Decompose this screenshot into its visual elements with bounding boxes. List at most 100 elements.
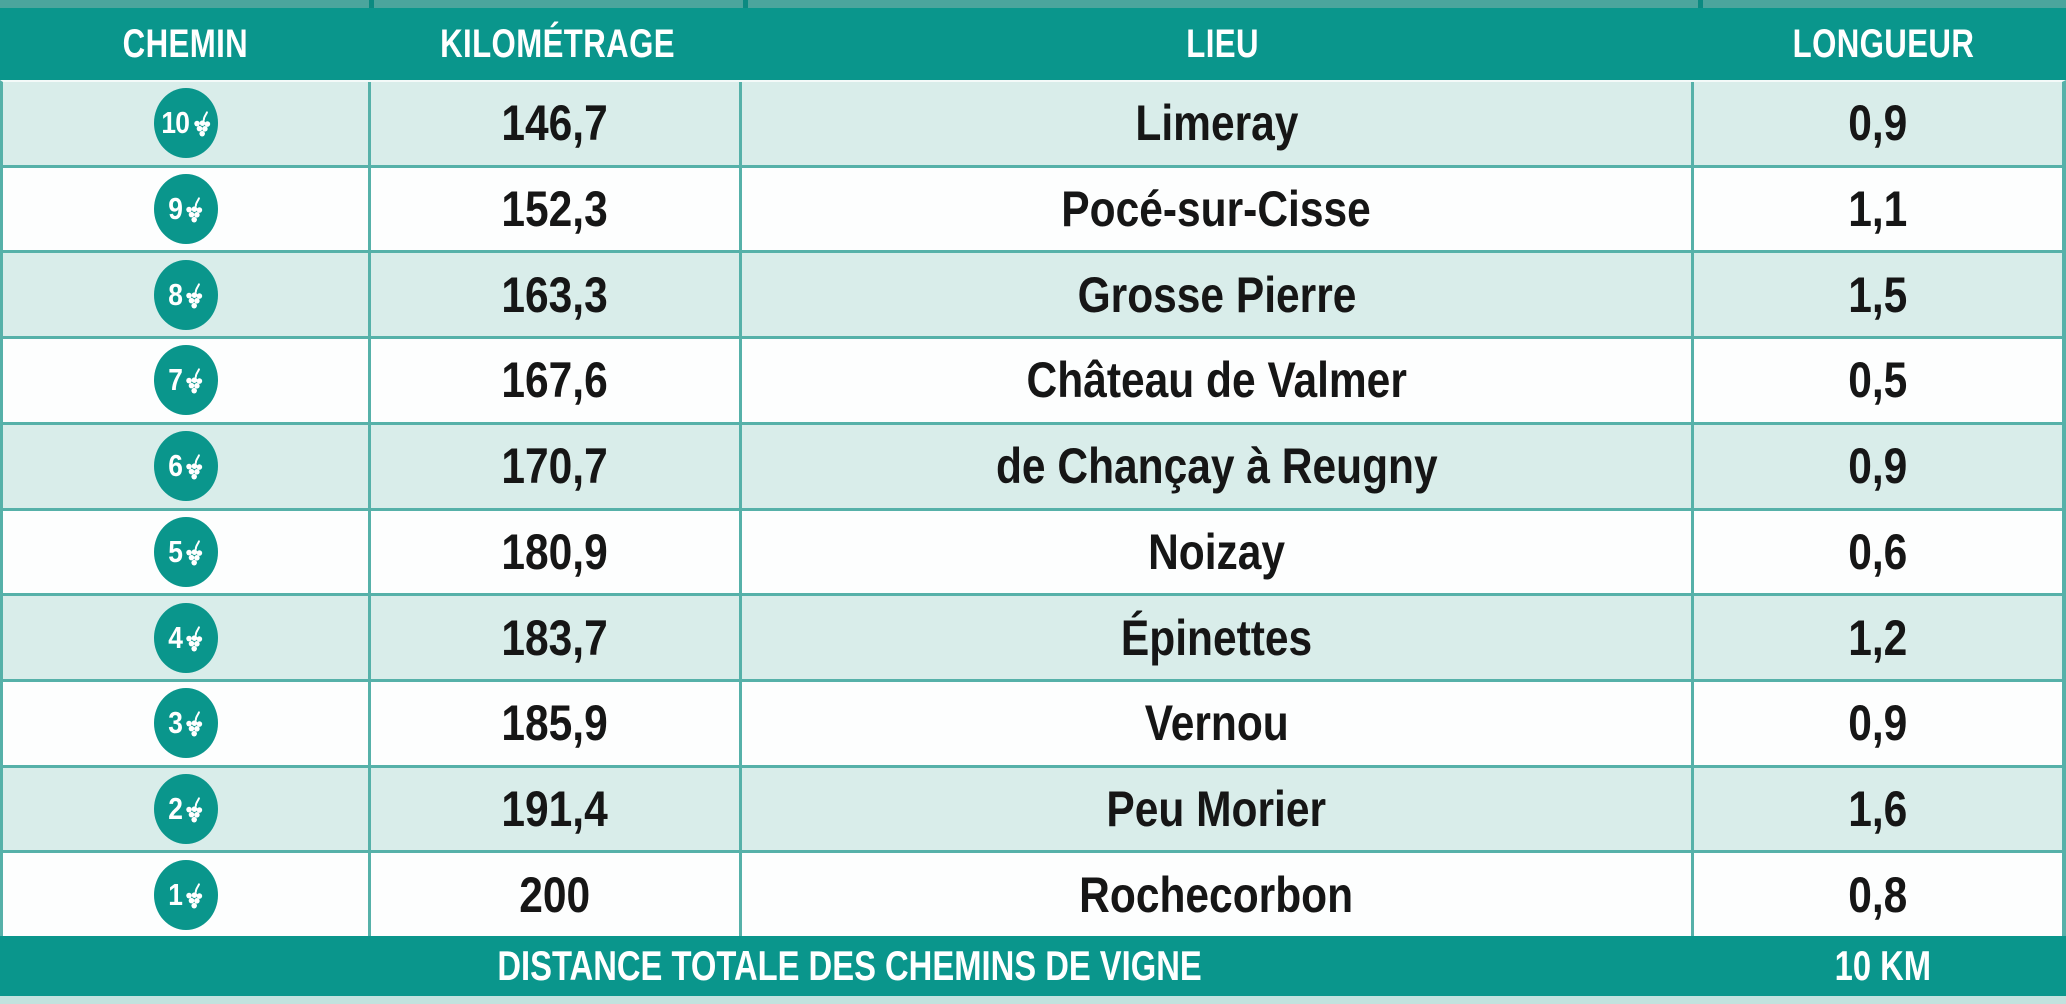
cell-longueur: 1,5	[1848, 266, 1908, 323]
header-chemin: CHEMIN	[0, 8, 371, 80]
chemin-badge: 9	[153, 174, 218, 245]
table-row: 8 163,3 Grosse Pierre 1,5	[3, 253, 2062, 340]
grape-bunch-icon	[186, 797, 203, 823]
chemin-number: 4	[168, 619, 183, 655]
cell-chemin: 6	[3, 424, 371, 508]
chemin-badge: 4	[153, 602, 218, 673]
header-chemin-label: CHEMIN	[122, 21, 249, 66]
chemin-badge: 8	[153, 259, 218, 330]
cell-longueur: 0,6	[1848, 523, 1908, 580]
cell-lieu: Grosse Pierre	[742, 253, 1694, 337]
table-row: 10 146,7 Limeray 0,9	[3, 82, 2062, 168]
bottom-edge-strip	[0, 996, 2066, 1004]
cell-kilometrage: 152,3	[371, 167, 742, 251]
cell-lieu: Vernou	[742, 681, 1694, 765]
cell-longueur: 0,8	[1848, 866, 1908, 923]
chemin-number: 8	[168, 276, 183, 312]
chemin-badge: 7	[153, 345, 218, 416]
grape-bunch-icon	[186, 883, 203, 909]
cell-chemin: 9	[3, 167, 371, 251]
footer-total-value-cell: 10 KM	[1700, 936, 2066, 996]
cell-kilometrage: 167,6	[371, 339, 742, 422]
column-divider-mark	[1698, 0, 1703, 8]
footer-total-value: 10 KM	[1834, 942, 1932, 989]
footer-total-label-cell: DISTANCE TOTALE DES CHEMINS DE VIGNE	[0, 936, 1700, 996]
chemin-number: 2	[168, 790, 183, 826]
chemin-number: 3	[168, 705, 183, 741]
header-longueur-label: LONGUEUR	[1792, 21, 1974, 66]
chemin-badge: 2	[153, 773, 218, 844]
cell-lieu: Peu Morier	[742, 767, 1694, 851]
grape-bunch-icon	[194, 111, 211, 137]
chemin-number: 1	[168, 876, 183, 912]
table-row: 9 152,3 Pocé-sur-Cisse 1,1	[3, 167, 2062, 254]
cell-chemin: 3	[3, 681, 371, 765]
cell-longueur: 0,9	[1848, 438, 1908, 495]
chemin-number: 6	[168, 448, 183, 484]
header-lieu: LIEU	[745, 8, 1700, 80]
chemin-badge: 1	[153, 859, 218, 930]
cell-chemin: 10	[3, 82, 371, 165]
chemin-number: 9	[168, 191, 183, 227]
cell-longueur: 0,9	[1848, 695, 1908, 752]
cell-chemin: 7	[3, 339, 371, 422]
table-row: 5 180,9 Noizay 0,6	[3, 510, 2062, 597]
grape-bunch-icon	[186, 368, 203, 394]
header-longueur: LONGUEUR	[1700, 8, 2066, 80]
cell-lieu: Rochecorbon	[742, 853, 1694, 937]
cell-lieu: Noizay	[742, 510, 1694, 594]
cell-lieu: Pocé-sur-Cisse	[742, 167, 1694, 251]
cell-kilometrage: 191,4	[371, 767, 742, 851]
cell-kilometrage: 185,9	[371, 681, 742, 765]
header-kilometrage-label: KILOMÉTRAGE	[440, 21, 676, 66]
table-row: 3 185,9 Vernou 0,9	[3, 681, 2062, 768]
header-lieu-label: LIEU	[1186, 21, 1259, 66]
table-row: 4 183,7 Épinettes 1,2	[3, 596, 2062, 682]
header-kilometrage: KILOMÉTRAGE	[371, 8, 745, 80]
table-row: 1 200 Rochecorbon 0,8	[3, 853, 2062, 937]
grape-bunch-icon	[186, 625, 203, 652]
cell-longueur: 1,1	[1848, 181, 1908, 238]
chemin-badge: 3	[153, 688, 218, 759]
cell-chemin: 2	[3, 767, 371, 851]
cell-longueur: 1,2	[1848, 609, 1908, 666]
cell-chemin: 4	[3, 596, 371, 679]
cell-kilometrage: 183,7	[371, 596, 742, 679]
column-divider-mark	[369, 0, 374, 8]
grape-bunch-icon	[186, 540, 203, 566]
top-edge-strip	[0, 0, 2066, 8]
footer-total-label: DISTANCE TOTALE DES CHEMINS DE VIGNE	[497, 942, 1203, 989]
table-row: 6 170,7 de Chançay à Reugny 0,9	[3, 424, 2062, 511]
table-row: 7 167,6 Château de Valmer 0,5	[3, 339, 2062, 425]
cell-kilometrage: 180,9	[371, 510, 742, 594]
table-body: 10 146,7 Limeray 0,9	[0, 80, 2066, 937]
table-row: 2 191,4 Peu Morier 1,6	[3, 767, 2062, 854]
cell-lieu: Limeray	[742, 82, 1694, 165]
cell-chemin: 5	[3, 510, 371, 594]
chemin-number: 5	[168, 533, 183, 569]
table-header-row: CHEMIN KILOMÉTRAGE LIEU LONGUEUR	[0, 8, 2066, 80]
table-footer-row: DISTANCE TOTALE DES CHEMINS DE VIGNE 10 …	[0, 936, 2066, 996]
cell-kilometrage: 146,7	[371, 82, 742, 165]
cell-kilometrage: 170,7	[371, 424, 742, 508]
chemin-number: 7	[168, 362, 183, 398]
cell-lieu: de Chançay à Reugny	[742, 424, 1694, 508]
grape-bunch-icon	[186, 711, 203, 737]
cell-kilometrage: 163,3	[371, 253, 742, 337]
chemin-number: 10	[161, 105, 189, 141]
cell-chemin: 1	[3, 853, 371, 937]
grape-bunch-icon	[186, 197, 203, 223]
cell-lieu: Château de Valmer	[742, 339, 1694, 422]
chemin-badge: 6	[153, 431, 218, 502]
chemin-badge: 5	[153, 516, 218, 587]
cell-longueur: 0,9	[1848, 95, 1908, 152]
column-divider-mark	[743, 0, 748, 8]
grape-bunch-icon	[186, 454, 203, 480]
cell-kilometrage: 200	[371, 853, 742, 937]
cell-lieu: Épinettes	[742, 596, 1694, 679]
chemin-badge: 10	[153, 88, 218, 159]
grape-bunch-icon	[186, 283, 203, 309]
cell-longueur: 0,5	[1848, 352, 1908, 409]
cell-longueur: 1,6	[1848, 780, 1908, 837]
